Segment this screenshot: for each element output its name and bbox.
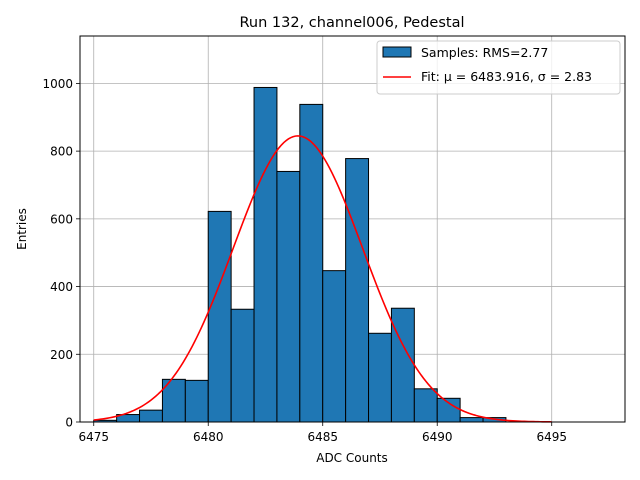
y-tick-label: 200 (50, 348, 73, 362)
histogram-bar (345, 158, 370, 423)
histogram-bar (184, 379, 209, 423)
y-tick-label: 400 (50, 280, 73, 294)
histogram-bar (390, 307, 415, 423)
histogram-bar (253, 86, 278, 423)
x-tick-label: 6480 (193, 430, 224, 444)
histogram-bar (139, 409, 163, 423)
x-tick-label: 6485 (307, 430, 338, 444)
histogram-bar (368, 332, 392, 423)
histogram-bar (207, 210, 232, 423)
legend-box (376, 40, 621, 95)
histogram-bars (93, 86, 507, 423)
x-axis-label: ADC Counts (316, 451, 388, 465)
y-tick-label: 600 (50, 212, 73, 226)
histogram-bar (322, 270, 347, 423)
legend-swatch-samples (382, 46, 412, 58)
y-tick-label: 1000 (42, 77, 73, 91)
x-axis-ticks: 6475 6480 6485 6490 6495 (78, 422, 567, 444)
plot-frame (79, 35, 626, 423)
histogram-bar (436, 397, 461, 423)
legend-label-samples: Samples: RMS=2.77 (421, 45, 548, 60)
x-tick-label: 6495 (536, 430, 567, 444)
histogram-bar (413, 388, 438, 423)
y-axis-ticks: 0 200 400 600 800 1000 (42, 77, 80, 430)
y-tick-label: 800 (50, 145, 73, 159)
histogram-bar (459, 417, 484, 423)
legend-label-fit: Fit: μ = 6483.916, σ = 2.83 (421, 69, 592, 84)
y-tick-label: 0 (65, 416, 73, 430)
histogram-bar (276, 170, 301, 423)
legend: Samples: RMS=2.77 Fit: μ = 6483.916, σ =… (376, 40, 621, 95)
fit-curve (93, 135, 552, 423)
x-tick-label: 6475 (78, 430, 109, 444)
y-axis-label: Entries (15, 208, 29, 250)
chart-title: Run 132, channel006, Pedestal (239, 15, 464, 31)
x-tick-label: 6490 (422, 430, 453, 444)
histogram-bar (230, 308, 255, 423)
